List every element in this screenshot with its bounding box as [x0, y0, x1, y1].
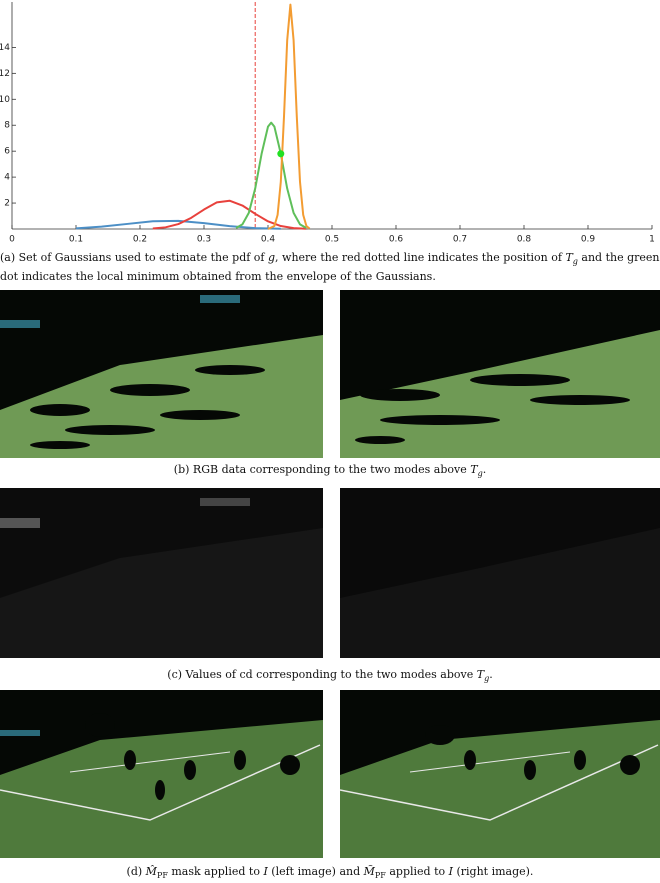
- caption-text: (a) Set of Gaussians used to estimate th…: [0, 251, 268, 264]
- x-tick-label: 0.2: [133, 235, 147, 245]
- caption-text: (b) RGB data corresponding to the two mo…: [173, 463, 471, 476]
- caption-b: (b) RGB data corresponding to the two mo…: [0, 462, 660, 481]
- caption-math: T: [565, 251, 573, 264]
- caption-text: (left image) and: [267, 865, 364, 878]
- series-line: [267, 3, 311, 230]
- y-tick-label: 2: [4, 199, 10, 209]
- caption-c: (c) Values of cd corresponding to the tw…: [0, 667, 660, 686]
- caption-text: (right image).: [452, 865, 534, 878]
- x-tick-label: 0.7: [453, 235, 467, 245]
- caption-subscript: PF: [156, 871, 168, 881]
- caption-math: g: [268, 251, 276, 264]
- caption-a: (a) Set of Gaussians used to estimate th…: [0, 250, 660, 284]
- caption-text: .: [489, 668, 493, 681]
- image-mask-right: [340, 690, 660, 858]
- series-line: [235, 121, 307, 229]
- caption-math: I: [263, 865, 268, 878]
- image-rgb-left: [0, 290, 323, 458]
- caption-text: applied to: [385, 865, 449, 878]
- local-minimum-dot: [277, 150, 285, 158]
- caption-math: M̂: [145, 865, 157, 878]
- x-tick-label: 1: [649, 235, 655, 245]
- caption-subscript: g: [572, 257, 578, 267]
- x-tick-label: 0.1: [69, 235, 83, 245]
- x-tick-label: 0.4: [261, 235, 276, 245]
- caption-math: I: [448, 865, 453, 878]
- y-tick-label: 12: [0, 69, 10, 79]
- series-line: [152, 199, 307, 230]
- caption-math: M̃: [363, 865, 375, 878]
- y-tick-label: 4: [4, 173, 10, 183]
- image-mask-left: [0, 690, 323, 858]
- caption-d: (d) M̂PF mask applied to I (left image) …: [0, 864, 660, 883]
- y-tick-label: 10: [0, 95, 10, 105]
- x-tick-label: 0.3: [197, 235, 211, 245]
- caption-subscript: PF: [374, 871, 386, 881]
- x-tick-label: 0: [9, 235, 15, 245]
- y-tick-label: 8: [4, 121, 10, 131]
- x-tick-label: 0.9: [581, 235, 596, 245]
- caption-subscript: g: [484, 674, 490, 684]
- caption-text: , where the red dotted line indicates th…: [275, 251, 566, 264]
- caption-text: .: [482, 463, 487, 476]
- image-cd-left: [0, 488, 323, 658]
- caption-text: (d): [126, 865, 146, 878]
- x-tick-label: 0.8: [517, 235, 532, 245]
- caption-text: mask applied to: [167, 865, 264, 878]
- x-tick-label: 0.6: [389, 235, 404, 245]
- y-tick-label: 6: [4, 147, 10, 157]
- image-cd-right: [340, 488, 660, 658]
- x-tick-label: 0.5: [325, 235, 339, 245]
- caption-text: (c) Values of cd corresponding to the tw…: [167, 668, 477, 681]
- y-tick-label: 14: [0, 43, 10, 53]
- caption-text: and the green dot indicates the local mi…: [0, 251, 660, 284]
- caption-math: T: [476, 668, 485, 681]
- caption-math: T: [470, 463, 478, 476]
- series-line: [75, 219, 281, 230]
- caption-subscript: g: [477, 469, 483, 479]
- image-rgb-right: [340, 290, 660, 458]
